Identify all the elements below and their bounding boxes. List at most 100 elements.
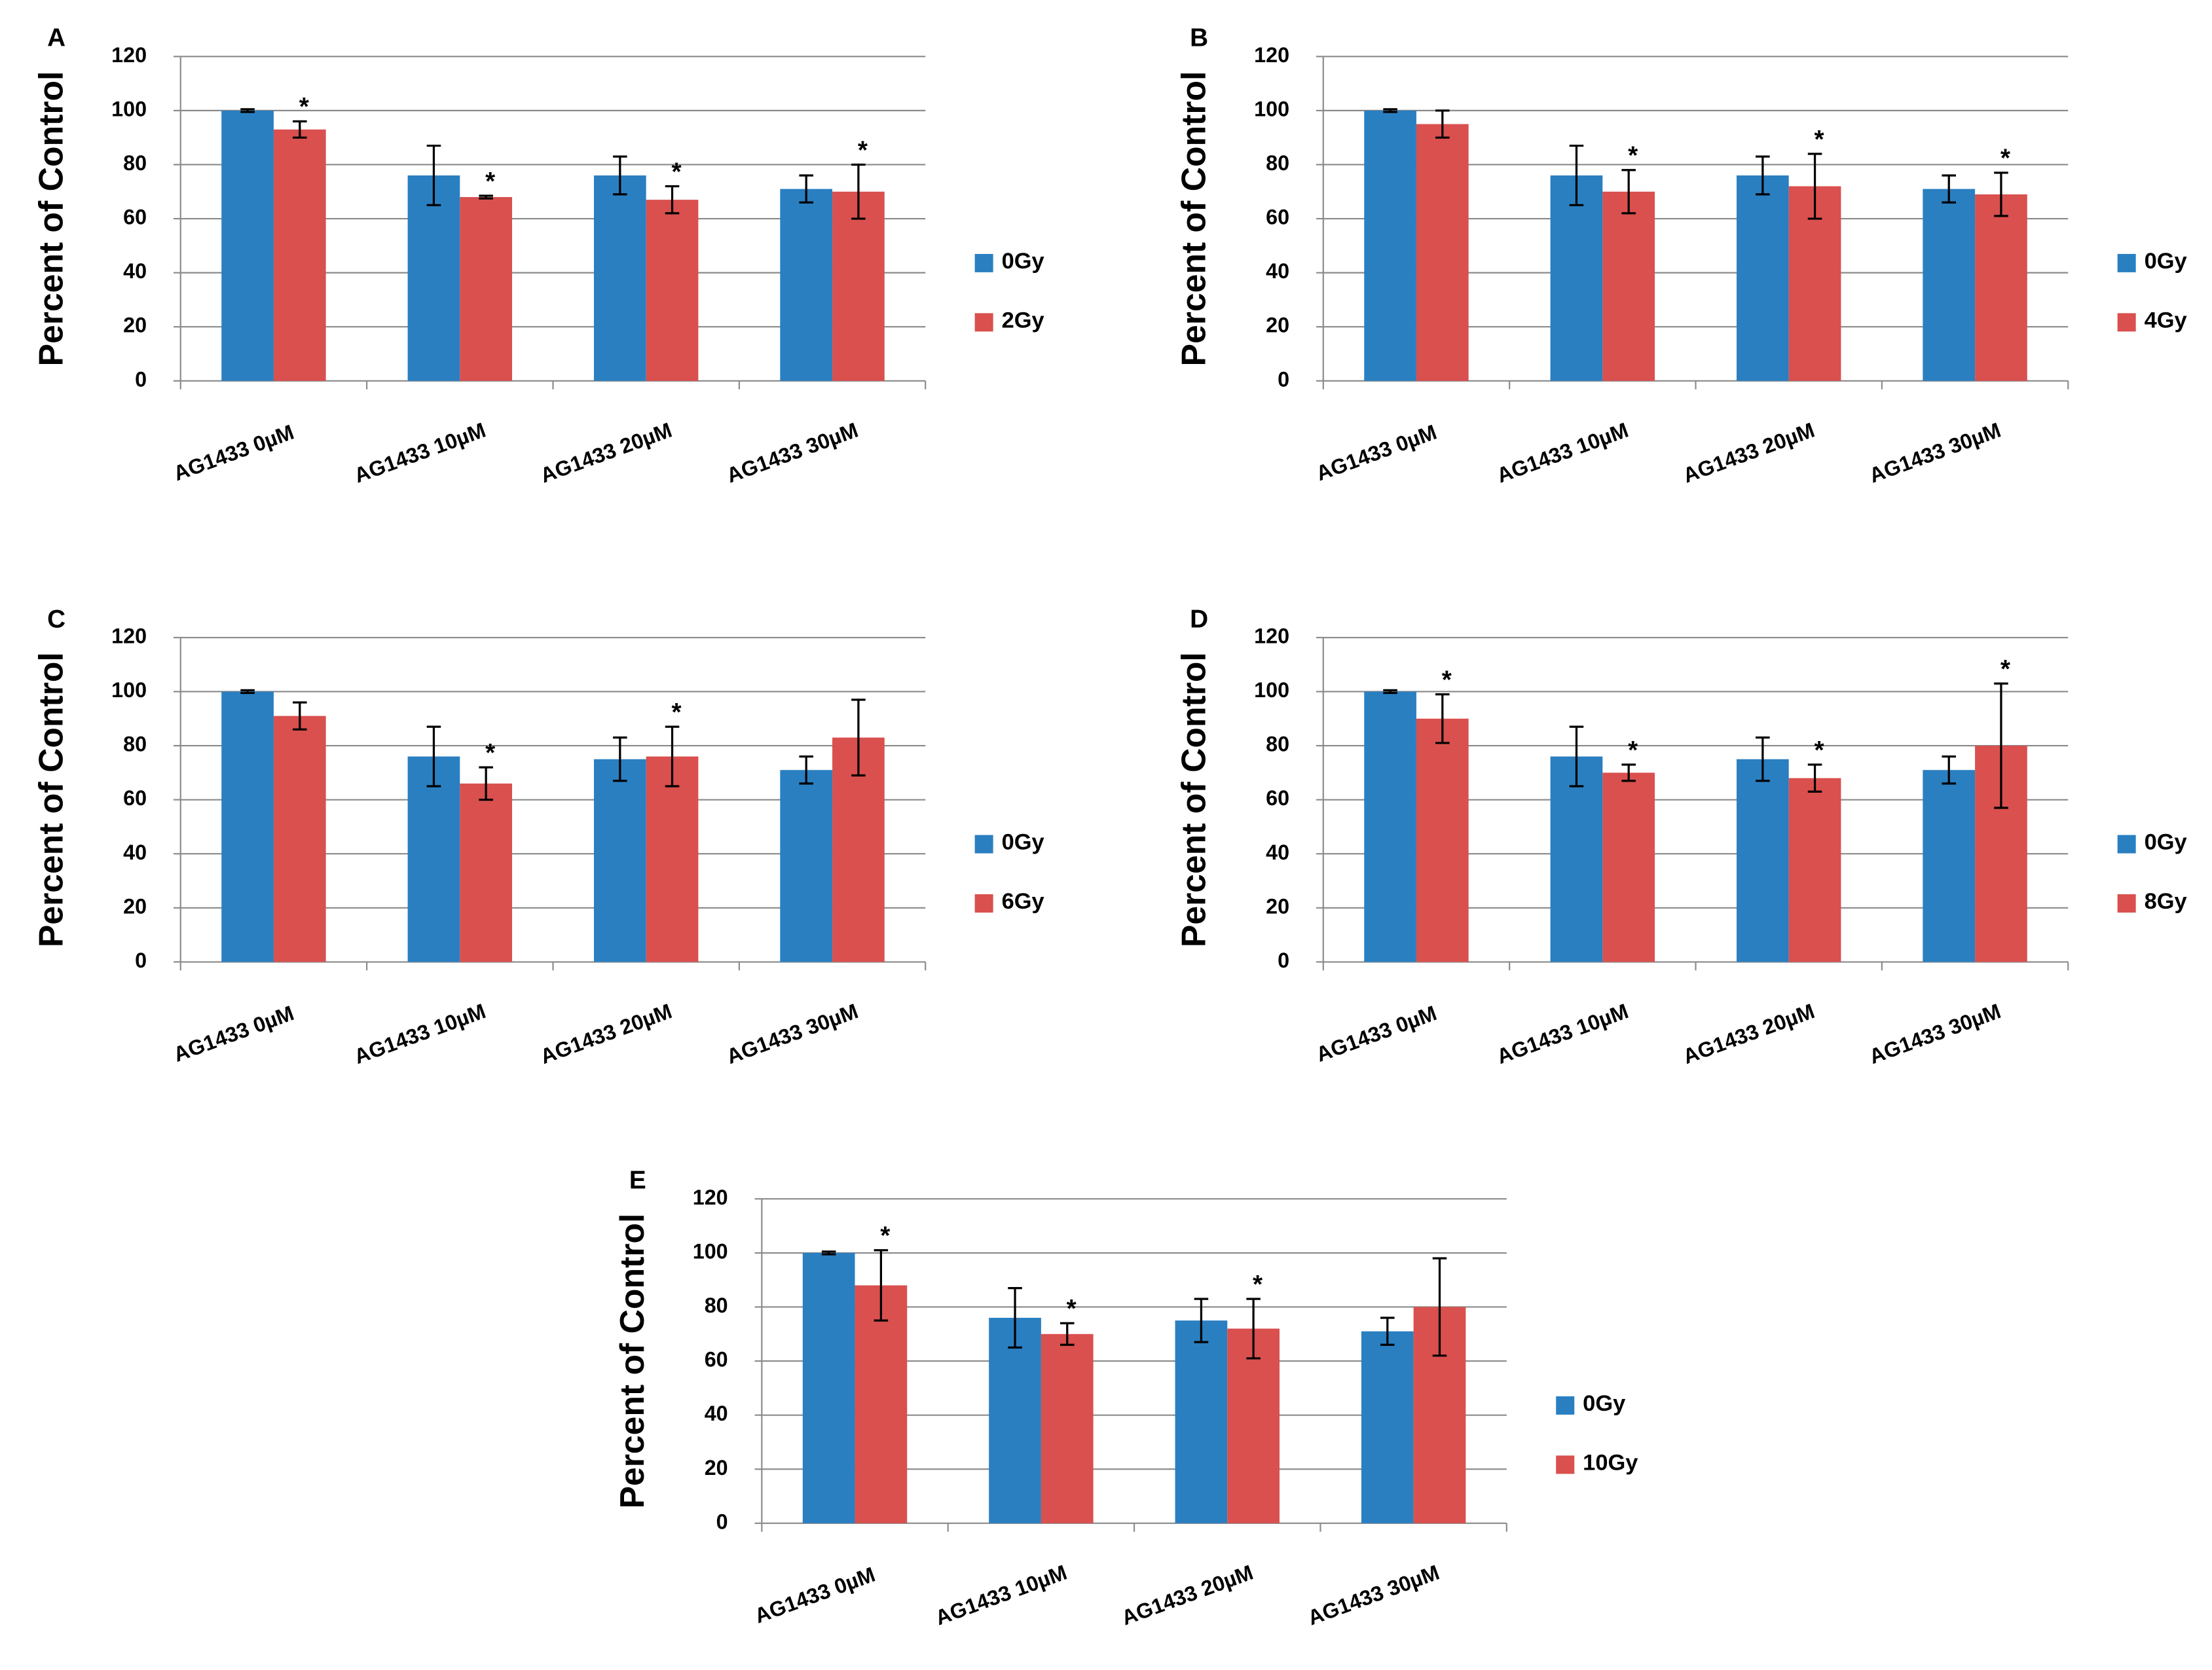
- bar: [460, 197, 513, 381]
- error-bar: [613, 736, 627, 782]
- y-tick-label: 80: [705, 1294, 728, 1317]
- error-bar: [1569, 725, 1584, 788]
- y-tick-label: 100: [111, 97, 147, 120]
- panel-label: B: [1190, 24, 1208, 52]
- panel-label: D: [1190, 605, 1208, 633]
- error-bar: [1383, 108, 1397, 113]
- legend-label: 4Gy: [2145, 308, 2187, 333]
- y-tick-label: 20: [1266, 314, 1289, 337]
- bar: [273, 716, 326, 962]
- error-bar: [1008, 1286, 1022, 1349]
- x-tick-label: AG1433 20µM: [1680, 418, 1817, 488]
- significance-mark: *: [1442, 666, 1452, 694]
- legend-swatch: [1556, 1455, 1575, 1474]
- y-tick-label: 0: [1278, 949, 1289, 972]
- significance-mark: *: [485, 739, 496, 767]
- bar: [855, 1285, 908, 1523]
- bar: [780, 189, 833, 381]
- error-bar: [1569, 144, 1584, 207]
- bar: [1416, 718, 1469, 962]
- chart-panel: A Percent of Control 0 20 40 60 80 100 120 AG1433…: [32, 24, 1044, 488]
- x-tick-label: AG1433 10µM: [351, 999, 488, 1068]
- error-bar: [1807, 153, 1822, 220]
- y-tick-label: 60: [123, 786, 147, 810]
- x-tick-label: AG1433 30µM: [724, 418, 861, 488]
- legend-swatch: [974, 253, 993, 272]
- error-bar: [1756, 155, 1770, 196]
- x-tick-label: AG1433 0µM: [1313, 420, 1439, 486]
- y-tick-label: 0: [716, 1510, 728, 1533]
- significance-mark: *: [671, 158, 682, 186]
- y-tick-label: 80: [123, 151, 147, 175]
- legend-swatch: [974, 313, 993, 332]
- error-bar: [1194, 1298, 1209, 1343]
- error-bar: [1435, 109, 1450, 139]
- x-tick-label: AG1433 20µM: [537, 418, 674, 488]
- y-tick-label: 60: [705, 1348, 728, 1371]
- significance-mark: *: [858, 136, 868, 164]
- significance-mark: *: [1628, 736, 1638, 765]
- bar: [593, 759, 646, 962]
- error-bar: [1380, 1316, 1395, 1346]
- error-bar: [821, 1250, 836, 1256]
- chart-panel: D Percent of Control 0 20 40 60 80 100 120 AG1433…: [1175, 605, 2187, 1068]
- legend-label: 0Gy: [1583, 1391, 1625, 1416]
- chart-panel: E Percent of Control 0 20 40 60 80 100 120 AG1433…: [613, 1167, 1638, 1630]
- significance-mark: *: [1067, 1295, 1077, 1323]
- bar: [593, 175, 646, 381]
- error-bar: [479, 194, 493, 200]
- legend-swatch: [974, 894, 993, 913]
- bar: [1416, 124, 1469, 381]
- error-bar: [1756, 736, 1770, 782]
- bar: [221, 691, 274, 962]
- bar: [1041, 1334, 1094, 1523]
- error-bar: [1435, 693, 1450, 744]
- error-bar: [851, 163, 866, 220]
- y-tick-label: 40: [1266, 841, 1289, 864]
- significance-mark: *: [485, 168, 496, 196]
- bar: [646, 756, 699, 962]
- significance-mark: *: [1814, 126, 1824, 154]
- bar: [1923, 189, 1976, 381]
- legend-swatch: [2117, 894, 2136, 913]
- legend-swatch: [2117, 313, 2136, 332]
- bar: [1788, 778, 1841, 962]
- error-bar: [240, 689, 255, 695]
- y-tick-label: 80: [123, 733, 147, 756]
- error-bar: [799, 174, 813, 204]
- error-bar: [665, 185, 680, 215]
- y-tick-label: 20: [123, 894, 147, 918]
- bar: [1736, 759, 1789, 962]
- error-bar: [1246, 1298, 1261, 1360]
- bar: [989, 1318, 1041, 1523]
- bar: [1175, 1320, 1228, 1523]
- x-tick-label: AG1433 30µM: [1866, 999, 2004, 1068]
- bar: [1602, 191, 1655, 381]
- legend-label: 0Gy: [1002, 249, 1044, 274]
- bar: [407, 175, 460, 381]
- error-bar: [1942, 174, 1956, 204]
- legend-label: 10Gy: [1583, 1450, 1638, 1475]
- legend-swatch: [1556, 1396, 1575, 1415]
- significance-mark: *: [299, 93, 310, 121]
- x-tick-label: AG1433 0µM: [170, 1001, 297, 1066]
- error-bar: [293, 701, 307, 731]
- bar: [1923, 770, 1976, 962]
- legend-swatch: [2117, 835, 2136, 854]
- y-tick-label: 40: [705, 1402, 728, 1425]
- bar: [1364, 691, 1416, 962]
- bar: [1550, 175, 1603, 381]
- significance-mark: *: [1628, 142, 1638, 170]
- y-tick-label: 100: [111, 678, 147, 702]
- error-bar: [851, 699, 866, 777]
- legend-swatch: [2117, 253, 2136, 272]
- legend-label: 6Gy: [1002, 889, 1044, 914]
- error-bar: [426, 144, 441, 207]
- y-tick-label: 40: [1266, 259, 1289, 283]
- y-tick-label: 80: [1266, 733, 1289, 756]
- panel-label: C: [47, 605, 65, 633]
- y-tick-label: 20: [123, 314, 147, 337]
- error-bar: [426, 725, 441, 788]
- bar: [1364, 110, 1416, 381]
- y-axis-title: Percent of Control: [1175, 71, 1213, 367]
